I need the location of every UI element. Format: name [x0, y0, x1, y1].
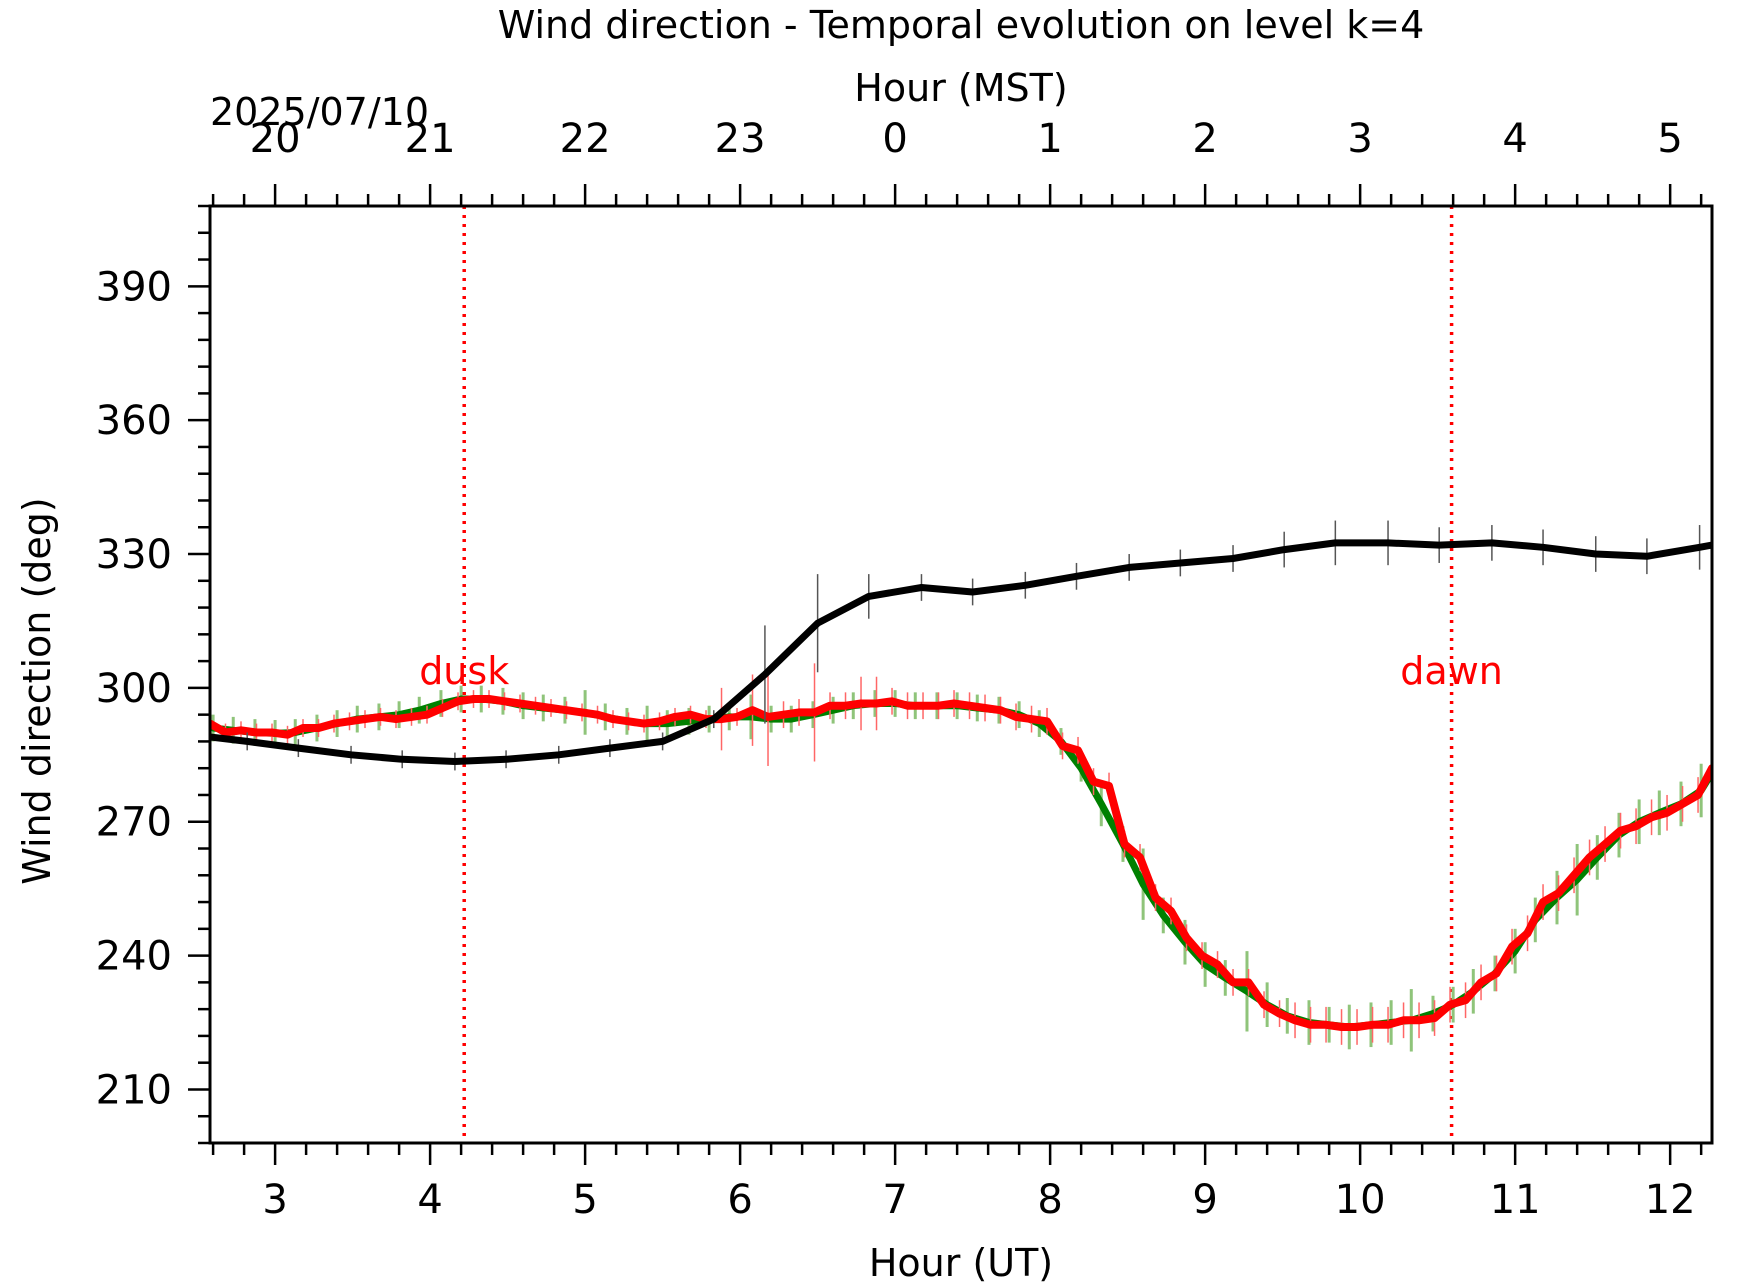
- event-label-dawn: dawn: [1400, 649, 1503, 693]
- x-tick-label: 4: [417, 1177, 442, 1223]
- chart-title: Wind direction - Temporal evolution on l…: [498, 3, 1425, 47]
- x-tick-label: 5: [572, 1177, 597, 1223]
- x-tick-label: 6: [727, 1177, 752, 1223]
- y-tick-label: 300: [96, 666, 172, 712]
- top-tick-label: 22: [560, 116, 611, 162]
- top-tick-label: 3: [1347, 116, 1372, 162]
- y-tick-label: 270: [96, 800, 172, 846]
- top-tick-label: 0: [882, 116, 907, 162]
- y-tick-label: 360: [96, 398, 172, 444]
- top-tick-label: 21: [405, 116, 456, 162]
- x-tick-label: 8: [1037, 1177, 1062, 1223]
- top-axis-date: 2025/07/10: [210, 90, 429, 134]
- top-tick-label: 4: [1502, 116, 1527, 162]
- x-tick-label: 3: [262, 1177, 287, 1223]
- top-tick-label: 2: [1192, 116, 1217, 162]
- x-tick-label: 7: [882, 1177, 907, 1223]
- x-tick-label: 9: [1192, 1177, 1217, 1223]
- top-axis-title: Hour (MST): [854, 66, 1067, 110]
- top-tick-label: 20: [250, 116, 301, 162]
- plot-frame: [208, 204, 1714, 1145]
- event-label-dusk: dusk: [419, 649, 509, 693]
- y-tick-label: 240: [96, 934, 172, 980]
- series-layer: [210, 520, 1712, 1052]
- series-0: [210, 685, 1712, 1052]
- x-tick-label: 11: [1490, 1177, 1541, 1223]
- y-tick-label: 330: [96, 532, 172, 578]
- top-tick-label: 23: [715, 116, 766, 162]
- series-2: [210, 520, 1712, 771]
- series-line: [210, 695, 1712, 1031]
- x-tick-label: 10: [1335, 1177, 1386, 1223]
- top-tick-label: 1: [1037, 116, 1062, 162]
- events-layer: dusk dawn: [419, 206, 1503, 1143]
- series-line: [210, 539, 1712, 765]
- y-tick-label: 210: [96, 1067, 172, 1113]
- y-axis-title: Wind direction (deg): [15, 497, 59, 884]
- top-tick-label: 5: [1657, 116, 1682, 162]
- y-tick-label: 390: [96, 264, 172, 310]
- x-axis-title: Hour (UT): [869, 1241, 1053, 1282]
- series-1: [210, 663, 1712, 1045]
- x-tick-label: 12: [1645, 1177, 1696, 1223]
